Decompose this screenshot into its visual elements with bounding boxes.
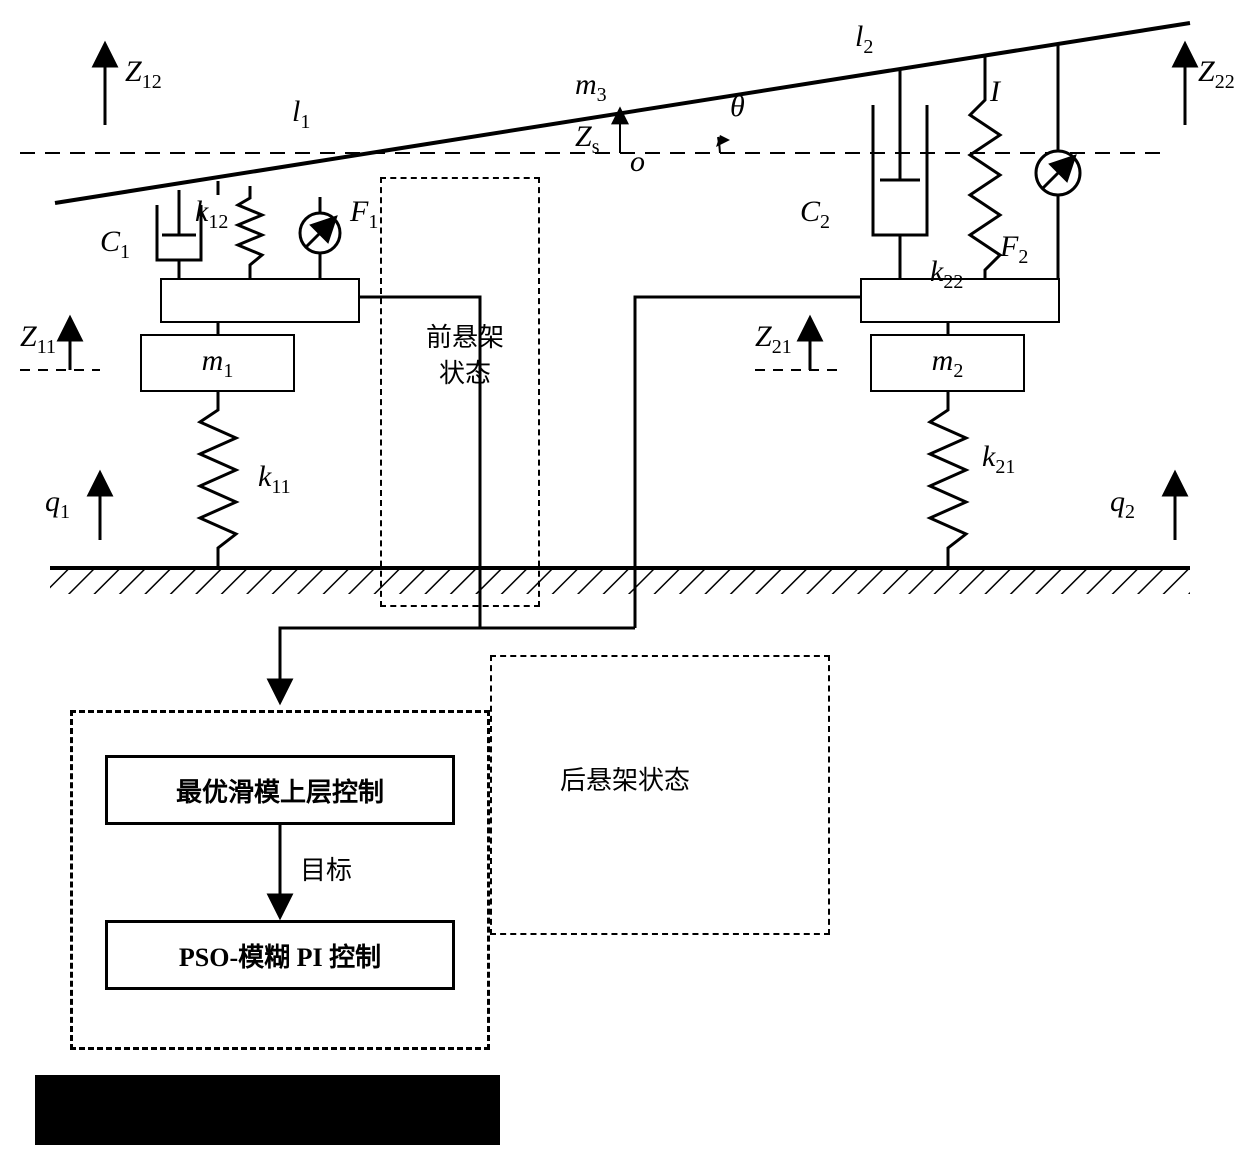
q1-label: q1 [45,485,70,524]
rear-state-label: 后悬架状态 [560,760,690,797]
black-bar [35,1075,500,1145]
spring-k11 [200,392,236,568]
front-susp-plate [160,278,360,323]
pi-control-label: PSO-模糊 PI 控制 [179,937,381,974]
k22-label: k22 [930,255,963,294]
upper-control-label: 最优滑模上层控制 [176,772,384,809]
z22-label: Z22 [1198,55,1235,94]
f1-label: F1 [350,195,378,234]
ground-hatch [50,568,1190,594]
spring-k21 [930,392,966,568]
angle-arrowhead [716,135,730,147]
m3-label: m3 [575,68,607,107]
o-label: o [630,145,645,179]
q2-label: q2 [1110,485,1135,524]
I-label: I [990,75,1000,109]
l1-label: l1 [292,95,310,134]
f2-label: F2 [1000,230,1028,269]
theta-label: θ [730,90,745,124]
k11-label: k11 [258,460,291,499]
c2-label: C2 [800,195,830,234]
pi-control-box: PSO-模糊 PI 控制 [105,920,455,990]
spring-k12 [238,186,262,278]
upper-control-box: 最优滑模上层控制 [105,755,455,825]
c1-label: C1 [100,225,130,264]
k21-label: k21 [982,440,1015,479]
z11-label: Z11 [20,320,56,359]
l2-label: l2 [855,20,873,59]
diagram-canvas: m1 m2 最优滑模上层控制 PSO-模糊 PI 控制 Z12 Z22 Z11 … [0,0,1240,1163]
z21-label: Z21 [755,320,792,359]
m1-label: m1 [202,344,234,383]
dashpot-c2 [873,70,927,278]
actuator-f2 [1036,44,1080,278]
actuator-f1 [300,197,340,278]
m2-mass-box: m2 [870,334,1025,392]
target-label: 目标 [300,850,352,887]
sprung-mass-beam [55,23,1190,203]
m1-mass-box: m1 [140,334,295,392]
z12-label: Z12 [125,55,162,94]
zs-label: Zs [575,120,599,159]
m2-label: m2 [932,344,964,383]
front-state-label: 前悬架状态 [405,320,525,393]
k12-label: k12 [195,195,228,234]
